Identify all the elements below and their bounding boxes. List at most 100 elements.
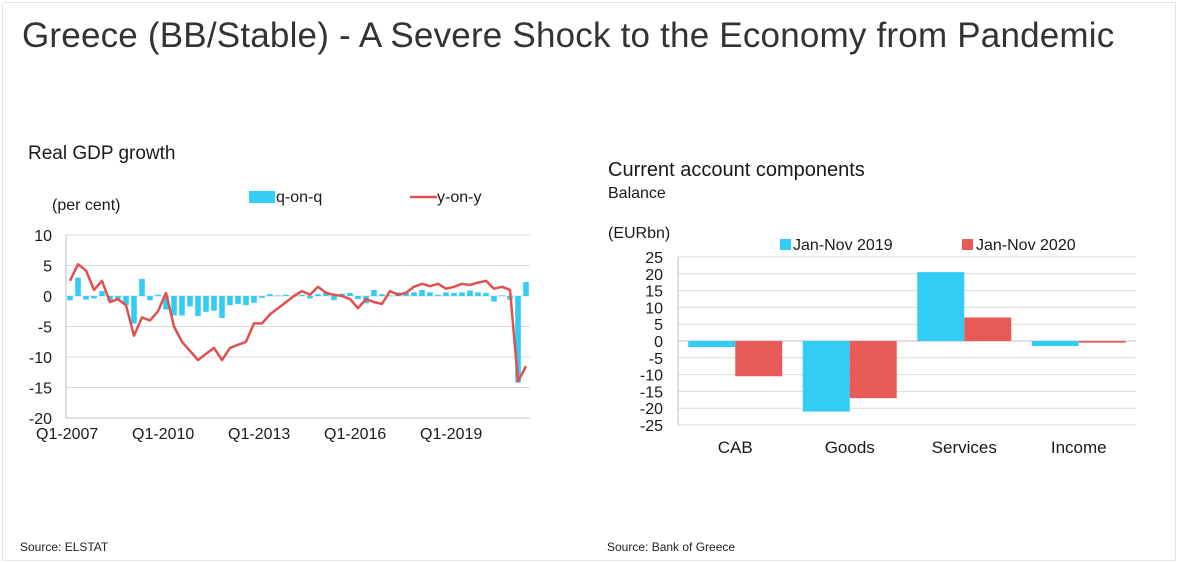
ca-bar-2019 xyxy=(802,341,850,412)
gdp-bar-qoq xyxy=(203,296,209,312)
ca-ytick-label: 25 xyxy=(645,250,663,267)
ca-ytick-label: -15 xyxy=(640,384,663,401)
ca-ytick-label: 5 xyxy=(654,317,663,334)
gdp-bar-qoq xyxy=(443,292,449,296)
ca-ytick-label: -25 xyxy=(640,418,663,435)
ca-ytick-label: 10 xyxy=(645,300,663,317)
ca-category-label: Income xyxy=(1051,438,1107,457)
gdp-bar-qoq xyxy=(419,289,425,296)
gdp-bar-qoq xyxy=(411,292,417,296)
gdp-bar-qoq xyxy=(163,296,169,310)
gdp-bar-qoq xyxy=(451,292,457,296)
ca-category-label: Goods xyxy=(825,438,875,457)
gdp-bar-qoq xyxy=(115,296,121,299)
gdp-ylabel: (per cent) xyxy=(52,197,120,214)
gdp-bar-qoq xyxy=(275,295,281,297)
ca-bar-2020 xyxy=(1078,341,1126,343)
gdp-bar-qoq xyxy=(211,296,217,311)
legend-swatch-qoq xyxy=(249,191,275,203)
gdp-ytick-label: -20 xyxy=(29,411,52,428)
gdp-bar-qoq xyxy=(467,290,473,296)
gdp-bar-qoq xyxy=(251,296,257,303)
gdp-bar-qoq xyxy=(267,294,273,296)
ca-ytick-label: -20 xyxy=(640,401,663,418)
gdp-bar-qoq xyxy=(147,296,153,301)
gdp-bar-qoq xyxy=(355,296,361,300)
legend-label-2019: Jan-Nov 2019 xyxy=(793,237,893,254)
gdp-growth-chart: Real GDP growth (per cent) q-on-q y-on-y 10 5… xyxy=(28,143,530,443)
ca-ytick-label: 15 xyxy=(645,284,663,301)
gdp-xtick-label: Q1-2016 xyxy=(324,426,386,443)
ca-ylabel: (EURbn) xyxy=(608,225,670,242)
page-title: Greece (BB/Stable) - A Severe Shock to t… xyxy=(22,16,1115,55)
gdp-bar-qoq xyxy=(347,292,353,296)
ca-ytick-label: 0 xyxy=(654,334,663,351)
gdp-bar-qoq xyxy=(491,296,497,302)
gdp-bar-qoq xyxy=(315,294,321,296)
gdp-bar-qoq xyxy=(515,296,521,383)
legend-label-yoy: y-on-y xyxy=(437,189,481,206)
gdp-bar-qoq xyxy=(403,292,409,296)
gdp-bar-qoq xyxy=(243,296,249,306)
gdp-bar-qoq xyxy=(171,296,177,316)
ca-bar-2019 xyxy=(917,272,965,341)
gdp-bar-qoq xyxy=(435,294,441,296)
gdp-bar-qoq xyxy=(67,296,73,301)
source-right: Source: Bank of Greece xyxy=(607,540,736,554)
gdp-bar-qoq xyxy=(499,295,505,297)
gdp-ytick-label: 10 xyxy=(34,228,52,245)
gdp-bar-qoq xyxy=(227,296,233,306)
gdp-bar-qoq xyxy=(155,294,161,296)
current-account-chart: Current account components Balance (EURbn)… xyxy=(608,159,1136,457)
gdp-bar-qoq xyxy=(331,296,337,301)
ca-ytick-label: -5 xyxy=(649,351,663,368)
gdp-bar-qoq xyxy=(299,294,305,296)
gdp-bar-qoq xyxy=(219,296,225,318)
gdp-bar-qoq xyxy=(379,294,385,296)
gdp-xtick-label: Q1-2007 xyxy=(36,426,98,443)
gdp-bar-qoq xyxy=(91,296,97,299)
gdp-xtick-label: Q1-2013 xyxy=(228,426,290,443)
gdp-bar-qoq xyxy=(187,296,193,307)
gdp-line-yoy xyxy=(68,263,528,383)
gdp-bar-qoq xyxy=(523,281,529,296)
legend-swatch-2019 xyxy=(780,239,791,250)
source-left: Source: ELSTAT xyxy=(20,540,109,554)
gdp-bar-qoq xyxy=(283,294,289,296)
gdp-bar-qoq xyxy=(475,292,481,296)
gdp-bar-qoq xyxy=(75,277,81,296)
gdp-ytick-label: -10 xyxy=(29,350,52,367)
gdp-bar-qoq xyxy=(107,296,113,301)
gdp-ytick-label: 5 xyxy=(43,259,52,276)
ca-ytick-label: 20 xyxy=(645,267,663,284)
gdp-bar-qoq xyxy=(83,296,89,300)
ca-ytick-label: -10 xyxy=(640,368,663,385)
gdp-bar-qoq xyxy=(131,296,137,324)
ca-category-label: CAB xyxy=(718,438,753,457)
ca-chart-subtitle: Balance xyxy=(608,185,666,202)
gdp-bar-qoq xyxy=(427,292,433,296)
ca-bar-2019 xyxy=(688,341,736,348)
legend-label-2020: Jan-Nov 2020 xyxy=(976,237,1076,254)
gdp-ytick-label: -15 xyxy=(29,381,52,398)
ca-bar-2020 xyxy=(849,341,897,399)
gdp-bar-qoq xyxy=(459,292,465,296)
ca-category-label: Services xyxy=(932,438,997,457)
gdp-bar-qoq xyxy=(387,295,393,297)
ca-chart-title: Current account components xyxy=(608,159,865,181)
gdp-ytick-label: -5 xyxy=(38,320,52,337)
gdp-xtick-label: Q1-2010 xyxy=(132,426,194,443)
gdp-bar-qoq xyxy=(371,289,377,296)
gdp-ytick-label: 0 xyxy=(43,289,52,306)
gdp-bar-qoq xyxy=(259,296,265,298)
ca-bar-2020 xyxy=(964,317,1012,341)
legend-label-qoq: q-on-q xyxy=(276,189,322,206)
gdp-bar-qoq xyxy=(483,292,489,296)
gdp-bar-qoq xyxy=(307,296,313,299)
gdp-bar-qoq xyxy=(123,296,129,306)
ca-bar-2019 xyxy=(1031,341,1079,347)
gdp-xtick-label: Q1-2019 xyxy=(420,426,482,443)
gdp-bar-qoq xyxy=(179,296,185,316)
gdp-bar-qoq xyxy=(195,296,201,317)
